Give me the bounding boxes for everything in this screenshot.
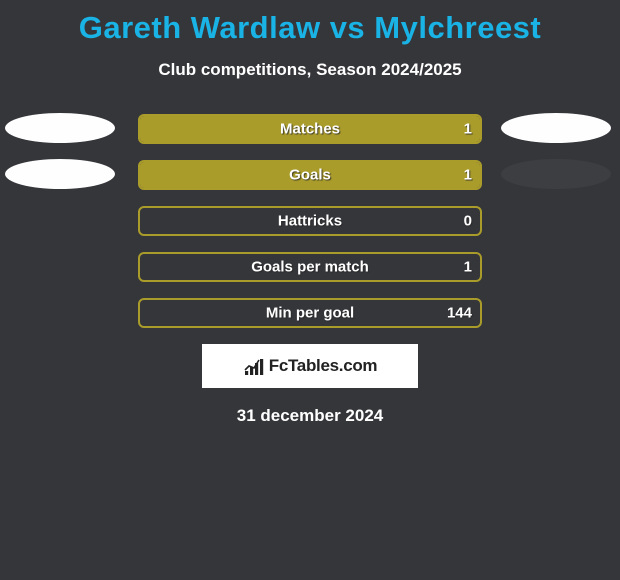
subtitle: Club competitions, Season 2024/2025 [0,60,620,80]
stat-rows: Matches1Goals1Hattricks0Goals per match1… [0,114,620,328]
stat-bar: Min per goal144 [138,298,482,328]
stat-value: 1 [464,121,472,138]
stat-value: 0 [464,213,472,230]
stat-row: Goals1 [0,160,620,190]
stat-label: Goals per match [140,259,480,276]
stat-bar: Goals per match1 [138,252,482,282]
stat-value: 1 [464,259,472,276]
stat-row: Min per goal144 [0,298,620,328]
left-ellipse [5,113,115,143]
comparison-widget: Gareth Wardlaw vs Mylchreest Club compet… [0,0,620,580]
right-ellipse [501,159,611,189]
stat-label: Goals [140,167,480,184]
stat-bar: Hattricks0 [138,206,482,236]
stat-value: 144 [447,305,472,322]
stat-label: Min per goal [140,305,480,322]
stat-bar: Matches1 [138,114,482,144]
logo-text: FcTables.com [269,356,378,376]
right-ellipse [501,113,611,143]
stat-label: Hattricks [140,213,480,230]
stat-row: Goals per match1 [0,252,620,282]
fctables-icon [243,357,265,375]
logo-box[interactable]: FcTables.com [202,344,418,388]
logo: FcTables.com [243,356,378,376]
stat-label: Matches [140,121,480,138]
stat-value: 1 [464,167,472,184]
stat-bar: Goals1 [138,160,482,190]
stat-row: Hattricks0 [0,206,620,236]
date-label: 31 december 2024 [0,406,620,426]
left-ellipse [5,159,115,189]
stat-row: Matches1 [0,114,620,144]
page-title: Gareth Wardlaw vs Mylchreest [0,0,620,46]
